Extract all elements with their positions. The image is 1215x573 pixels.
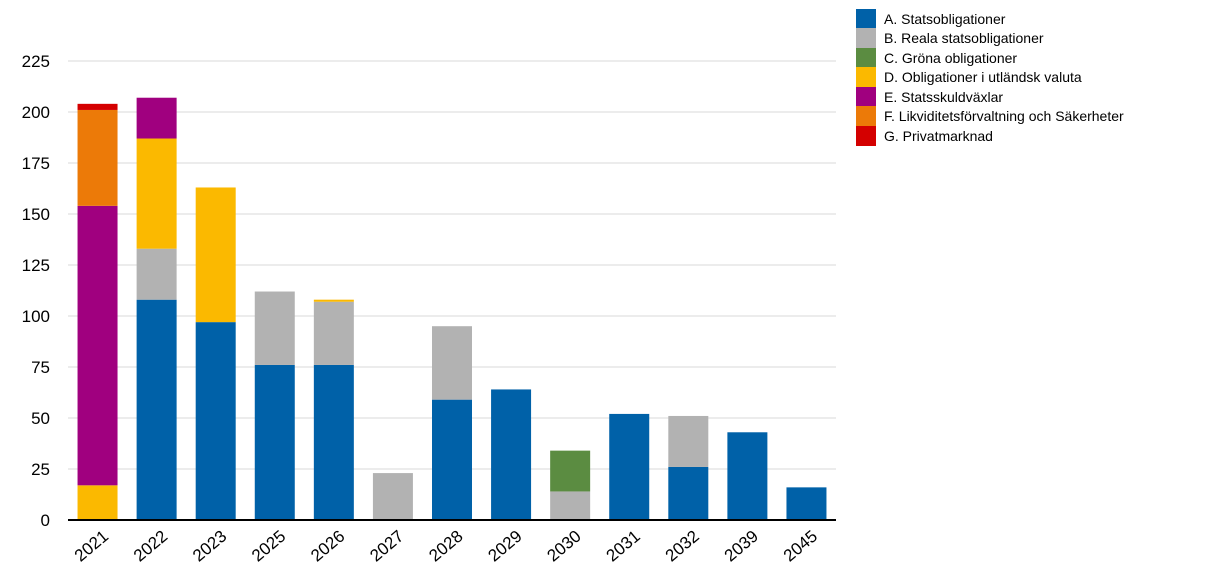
legend-label: G. Privatmarknad [884,127,993,144]
bar-segment [136,138,177,249]
x-tick-label: 2023 [189,527,230,566]
bar-segment [668,415,709,467]
legend: A. Statsobligationer B. Reala statsoblig… [856,8,1211,146]
bars [77,97,827,520]
y-tick-label: 100 [22,307,50,326]
legend-item: B. Reala statsobligationer [856,28,1211,49]
bar-segment [77,103,118,110]
bar-segment [432,399,472,520]
legend-item: F. Likviditetsförvaltning och Säkerheter [856,106,1211,127]
bar-segment [254,291,295,365]
x-tick-label: 2030 [544,527,585,566]
legend-item: E. Statsskuldväxlar [856,86,1211,107]
y-tick-label: 50 [31,409,50,428]
x-axis-tick-labels: 2021 2022 2023 2025 2026 2027 2028 2029 2030 2031… [71,527,821,566]
bar-segment [136,97,177,139]
x-tick-label: 2029 [484,527,525,566]
x-tick-label: 2028 [425,527,466,566]
bar-segment [372,473,413,520]
legend-swatch [856,106,876,127]
x-tick-label: 2022 [130,527,171,566]
legend-label: E. Statsskuldväxlar [884,88,1004,105]
legend-label: C. Gröna obligationer [884,49,1018,66]
x-tick-label: 2039 [721,527,762,566]
bar-segment [77,205,118,486]
y-tick-label: 125 [22,256,50,275]
x-tick-label: 2045 [780,527,821,566]
bar-segment [609,413,650,520]
x-tick-label: 2021 [71,527,112,566]
y-tick-label: 175 [22,154,50,173]
legend-label: B. Reala statsobligationer [884,30,1044,47]
bar-segment [786,487,827,520]
bar-segment [136,248,177,300]
bar-segment [432,326,472,400]
legend-swatch [856,125,876,146]
y-tick-label: 200 [22,103,50,122]
bar-segment [195,322,236,520]
x-tick-label: 2026 [307,527,348,566]
legend-swatch [856,47,876,68]
legend-swatch [856,8,876,29]
legend-item: C. Gröna obligationer [856,47,1211,68]
y-tick-label: 150 [22,205,50,224]
x-tick-label: 2025 [248,527,289,566]
bar-segment [668,466,709,520]
bar-segment [313,301,354,365]
bar-segment [136,299,177,520]
legend-label: D. Obligationer i utländsk valuta [884,69,1082,86]
legend-label: F. Likviditetsförvaltning och Säkerheter [884,108,1124,125]
bar-segment [491,389,532,520]
legend-item: G. Privatmarknad [856,125,1211,146]
legend-swatch [856,86,876,107]
bar-segment [77,109,118,206]
bar-segment [550,450,591,492]
y-tick-label: 75 [31,358,50,377]
y-tick-label: 0 [41,511,50,530]
x-tick-label: 2031 [603,527,644,566]
bar-segment [254,364,295,520]
legend-swatch [856,67,876,88]
legend-swatch [856,28,876,49]
bar-segment [550,491,591,520]
x-tick-label: 2027 [366,527,407,566]
legend-label: A. Statsobligationer [884,10,1006,27]
y-tick-label: 25 [31,460,50,479]
bar-segment [77,485,118,520]
y-axis-tick-labels: 0 25 50 75 100 125 150 175 200 225 [22,52,50,530]
legend-item: A. Statsobligationer [856,8,1211,29]
legend-item: D. Obligationer i utländsk valuta [856,67,1211,88]
bar-segment [313,364,354,520]
bar-segment [313,299,354,302]
bar-segment [195,187,236,323]
x-tick-label: 2032 [662,527,703,566]
y-tick-label: 225 [22,52,50,71]
bar-segment [727,432,768,520]
